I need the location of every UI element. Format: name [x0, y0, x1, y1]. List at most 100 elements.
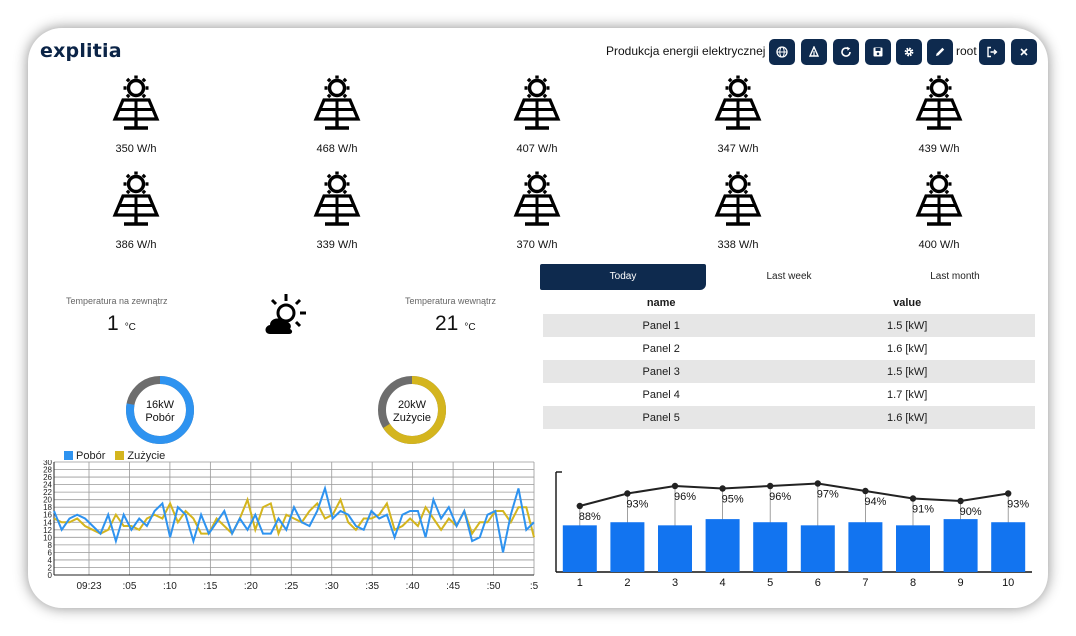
x-tick-label: 09:23: [76, 581, 101, 592]
solar-panel-3: 407 W/h: [507, 75, 567, 155]
panel-output: 347 W/h: [717, 143, 759, 155]
x-tick-label: :10: [163, 581, 177, 592]
solar-panel-7: 339 W/h: [307, 171, 367, 251]
y-tick-label: 12: [43, 526, 52, 535]
partly-cloudy-icon: [265, 294, 306, 334]
efficiency-point: [767, 482, 774, 490]
period-tabs: Today Last week Last month: [540, 264, 1038, 290]
cell-name: Panel 2: [642, 342, 680, 355]
logout-icon: [987, 46, 998, 58]
edit-icon: [936, 47, 945, 56]
close-button[interactable]: [1011, 39, 1037, 65]
y-tick-label: 28: [43, 466, 52, 475]
efficiency-label: 95%: [722, 494, 744, 506]
cell-name: Panel 4: [642, 388, 680, 401]
solar-panel-icon: [715, 171, 761, 226]
table-row: Panel 4 1.7 [kW]: [543, 383, 1035, 406]
bar: [800, 525, 835, 572]
x-tick-label: 5: [767, 577, 773, 589]
solar-panel-9: 338 W/h: [708, 171, 768, 251]
panel-table: name value Panel 1 1.5 [kW] Panel 2 1.6 [k…: [543, 292, 1035, 429]
x-tick-label: 4: [720, 577, 726, 589]
tab-last-month[interactable]: Last month: [930, 271, 980, 282]
tab-last-week[interactable]: Last week: [766, 271, 812, 282]
bar: [705, 519, 740, 572]
gauge-value: 20kW: [398, 399, 427, 411]
x-tick-label: :35: [365, 581, 379, 592]
x-tick-label: 3: [672, 577, 678, 589]
gauge-label: Zużycie: [393, 412, 431, 424]
legend-label: Zużycie: [127, 450, 166, 462]
settings-button[interactable]: [896, 39, 922, 65]
solar-panel-6: 386 W/h: [106, 171, 166, 251]
edit-button[interactable]: [927, 39, 953, 65]
efficiency-label: 93%: [1007, 499, 1029, 511]
efficiency-label: 97%: [817, 489, 839, 501]
bar: [610, 522, 645, 572]
x-tick-label: :20: [244, 581, 258, 592]
panel-output: 339 W/h: [316, 239, 358, 251]
solar-panel-4: 347 W/h: [708, 75, 768, 155]
power-line-chart: 02468101214161820222426283009:23:05:10:1…: [43, 460, 539, 592]
cell-value: 1.5 [kW]: [779, 360, 1035, 383]
gear-icon: [904, 47, 914, 57]
solar-panel-1: 350 W/h: [106, 75, 166, 155]
bar: [658, 525, 692, 572]
x-tick-label: :25: [284, 581, 298, 592]
outside-temp: 1 °C: [107, 312, 136, 336]
panel-output: 400 W/h: [918, 239, 960, 251]
y-tick-label: 18: [43, 503, 52, 512]
y-tick-label: 14: [43, 518, 52, 527]
y-tick-label: 0: [48, 571, 53, 580]
solar-panel-icon: [715, 75, 761, 130]
panel-output: 468 W/h: [316, 143, 358, 155]
username: root: [956, 44, 977, 58]
refresh-button[interactable]: [833, 39, 859, 65]
dashboard-window: explitia Produkcja energii elektrycznej …: [28, 28, 1048, 608]
save-button[interactable]: [865, 39, 891, 65]
solar-panel-icon: [314, 171, 360, 226]
logo: explitia: [40, 40, 122, 62]
solar-panel-icon: [314, 75, 360, 130]
efficiency-point: [671, 482, 679, 490]
x-tick-label: 1: [577, 577, 583, 589]
bar: [991, 522, 1026, 572]
gauge-arc: [126, 376, 194, 444]
y-tick-label: 26: [43, 473, 52, 482]
usage-gauge: 20kW Zużycie: [378, 376, 446, 444]
solar-panel-10: 400 W/h: [909, 171, 969, 251]
efficiency-point: [576, 502, 583, 510]
panel-output: 439 W/h: [918, 143, 960, 155]
efficiency-point: [909, 495, 917, 502]
legend-item-zuzycie[interactable]: Zużycie: [115, 450, 165, 462]
logout-button[interactable]: [979, 39, 1005, 65]
inside-temp: 21 °C: [435, 312, 476, 336]
y-tick-label: 6: [48, 548, 53, 557]
legend-item-pobor[interactable]: Pobór: [64, 450, 105, 462]
efficiency-label: 91%: [912, 504, 934, 516]
sort-button[interactable]: [801, 39, 827, 65]
solar-panel-icon: [514, 75, 560, 130]
x-tick-label: :5: [530, 581, 539, 592]
tab-today[interactable]: Today: [540, 264, 706, 290]
y-tick-label: 22: [43, 488, 52, 497]
efficiency-point: [1005, 490, 1012, 497]
y-tick-label: 24: [43, 481, 52, 490]
temp-unit: °C: [124, 322, 136, 333]
bar: [896, 525, 930, 572]
legend-swatch: [115, 451, 125, 460]
solar-panel-icon: [113, 75, 159, 130]
gauge-value: 16kW: [146, 399, 175, 411]
bar: [753, 522, 788, 572]
efficiency-label: 93%: [626, 499, 648, 511]
save-icon: [873, 47, 883, 57]
sort-icon: [808, 46, 820, 57]
inside-temp-value: 21: [435, 312, 459, 335]
globe-button[interactable]: [769, 39, 795, 65]
x-tick-label: 7: [862, 577, 868, 589]
close-icon: [1020, 48, 1028, 56]
x-tick-label: 6: [815, 577, 821, 589]
y-tick-label: 2: [48, 563, 53, 572]
panel-output: 338 W/h: [717, 239, 759, 251]
x-tick-label: 9: [958, 577, 964, 589]
